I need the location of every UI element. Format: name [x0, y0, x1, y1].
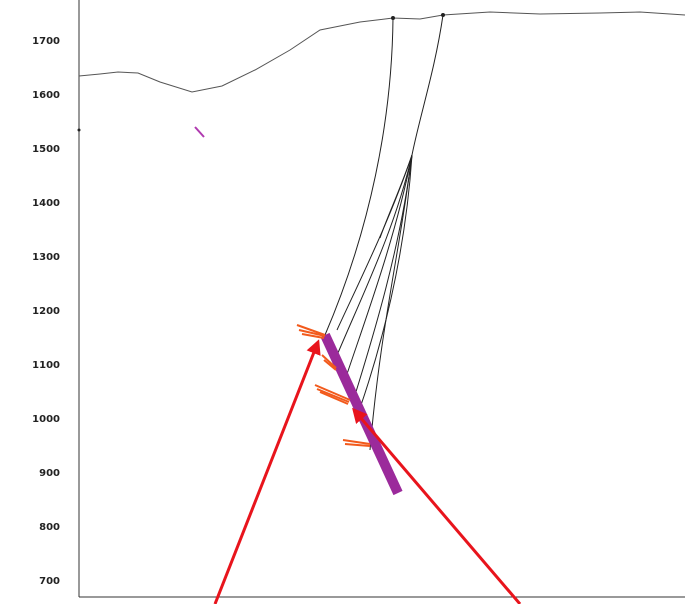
- point-marker: [78, 129, 81, 132]
- vein: [325, 335, 398, 493]
- y-tick-label: 700: [39, 576, 60, 587]
- y-tick-label: 1200: [32, 306, 60, 317]
- y-tick-label: 1500: [32, 144, 60, 155]
- topography: [79, 12, 685, 92]
- vein-fragment: [195, 127, 204, 137]
- y-tick-label: 1400: [32, 198, 60, 209]
- y-tick-label: 1300: [32, 252, 60, 263]
- y-tick-label: 1000: [32, 414, 60, 425]
- y-tick-label: 1600: [32, 90, 60, 101]
- plot-frame: [79, 0, 685, 597]
- section-chart: 700 800 900 1000 1100 1200 1300 1400 1500 1600 170…: [0, 0, 694, 604]
- y-tick-label: 900: [39, 468, 60, 479]
- y-tick-label: 1100: [32, 360, 60, 371]
- annotation-arrows: [215, 342, 520, 604]
- y-tick-label: 800: [39, 522, 60, 533]
- y-tick-label: 1700: [32, 36, 60, 47]
